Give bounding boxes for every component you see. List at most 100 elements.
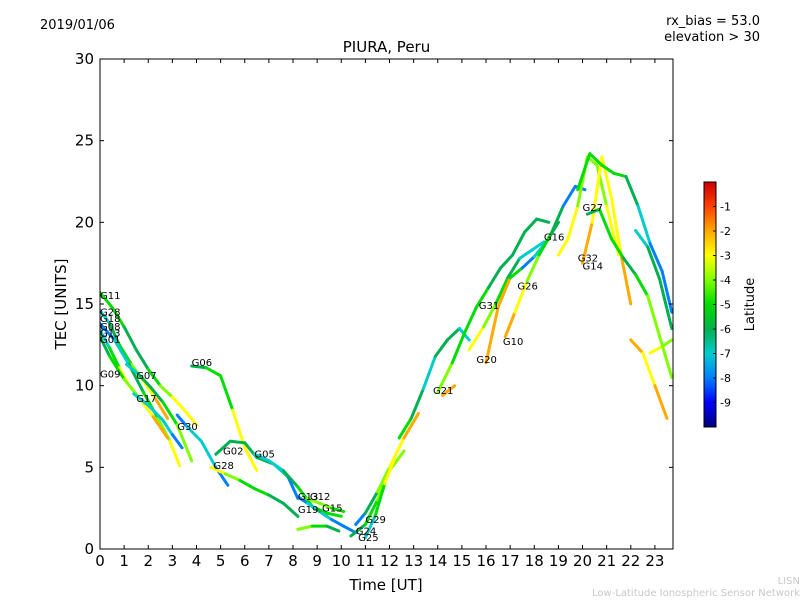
trace-segment <box>204 366 223 378</box>
trace-segment <box>168 439 182 468</box>
trace-segment <box>349 523 367 538</box>
footer-lisn: LISN <box>777 576 800 587</box>
trace-segment <box>641 351 657 388</box>
x-axis-label: Time [UT] <box>348 576 422 594</box>
trace-segment <box>146 367 162 388</box>
trace-segment <box>108 346 121 370</box>
x-tick-label: 15 <box>452 552 471 570</box>
trace-segment <box>658 335 673 379</box>
colorbar-tick-label: -2 <box>720 225 731 238</box>
trace-segment <box>286 475 300 500</box>
series-g05 <box>585 207 673 379</box>
prn-label: G09 <box>100 370 120 381</box>
x-tick-label: 1 <box>119 552 129 570</box>
trace-segment <box>585 207 601 216</box>
trace-segment <box>660 338 673 348</box>
trace-segment <box>267 493 285 505</box>
y-tick-label: 5 <box>84 458 94 476</box>
series-g15 <box>320 511 358 535</box>
trace-segment <box>520 255 536 270</box>
x-tick-label: 9 <box>312 552 322 570</box>
trace-segment <box>482 302 498 329</box>
trace-segment <box>636 204 652 246</box>
x-tick-label: 8 <box>288 552 298 570</box>
prn-label: G31 <box>479 301 499 312</box>
footer-network: Low-Latitude Ionospheric Sensor Network <box>592 588 800 599</box>
trace-segment <box>146 403 165 422</box>
trace-segment <box>634 273 650 298</box>
prn-label: G10 <box>503 337 523 348</box>
prn-label: G18 <box>100 314 120 325</box>
prn-label: G28 <box>213 461 233 472</box>
prn-label: G20 <box>476 355 496 366</box>
colorbar-tick-label: -8 <box>720 372 731 385</box>
trace-segment <box>158 384 174 399</box>
trace-segment <box>530 240 546 252</box>
trace-segment <box>581 220 594 265</box>
trace-segment <box>149 385 165 404</box>
series-g27 <box>576 152 673 314</box>
prn-label: G25 <box>358 533 378 544</box>
trace-segment <box>100 335 112 358</box>
prn-label: G02 <box>223 446 243 457</box>
x-tick-label: 18 <box>525 552 544 570</box>
footer: LISN Low-Latitude Ionospheric Sensor Net… <box>592 576 800 600</box>
trace-segment <box>137 372 153 389</box>
prn-label: G30 <box>177 422 197 433</box>
prn-label: G15 <box>322 503 342 514</box>
trace-segment <box>660 269 673 314</box>
y-axis-label: TEC [UNITS] <box>52 259 70 351</box>
y-tick-label: 10 <box>75 377 94 395</box>
x-tick-label: 21 <box>597 552 616 570</box>
trace-segment <box>549 204 565 236</box>
prn-label: G29 <box>365 515 385 526</box>
trace-segment <box>450 331 466 365</box>
y-tick-label: 20 <box>75 213 94 231</box>
trace-segment <box>525 253 541 283</box>
x-tick-label: 7 <box>264 552 274 570</box>
date-label: 2019/01/06 <box>40 18 115 33</box>
prn-label: G06 <box>192 358 212 369</box>
trace-segment <box>646 294 662 339</box>
trace-segment <box>170 433 184 450</box>
prn-label: G13 <box>100 329 120 340</box>
prn-label: G13 <box>298 492 318 503</box>
prn-label: G11 <box>100 291 120 302</box>
trace-segment <box>330 518 346 528</box>
x-tick-label: 19 <box>549 552 568 570</box>
trace-segment <box>648 344 664 355</box>
x-tick-label: 2 <box>143 552 153 570</box>
trace-segment <box>609 237 626 260</box>
series-g31 <box>436 217 551 394</box>
trace-segment <box>445 327 461 342</box>
trace-segment <box>175 423 194 463</box>
colorbar-tick-label: -1 <box>720 201 731 214</box>
x-tick-label: 6 <box>240 552 250 570</box>
trace-segment <box>219 374 235 412</box>
trace-segment <box>125 362 141 376</box>
series-g20 <box>441 384 457 397</box>
prn-label: G28 <box>100 307 120 318</box>
trace-segment <box>325 524 341 533</box>
axes-layer: 0 1 2 3 4 5 6 7 8 9 10 11 12 13 14 15 16 17 18 19 20 21 22 2305… <box>75 50 673 570</box>
trace-segment <box>134 348 150 371</box>
trace-segment <box>228 439 247 445</box>
trace-segment <box>281 501 300 518</box>
colorbar-tick-label: -3 <box>720 250 731 263</box>
trace-segment <box>252 487 271 497</box>
trace-segment <box>354 511 367 526</box>
prn-label: G05 <box>254 450 274 461</box>
x-tick-label: 10 <box>332 552 351 570</box>
trace-segment <box>100 291 114 309</box>
series-g29 <box>354 411 420 526</box>
series-g25 <box>363 457 396 540</box>
trace-segment <box>190 364 208 370</box>
y-tick-label: 0 <box>84 540 94 558</box>
trace-segment <box>100 328 112 350</box>
trace-segment <box>320 511 334 522</box>
trace-segment <box>182 408 199 427</box>
trace-segment <box>305 501 319 512</box>
trace-segment <box>494 276 510 306</box>
trace-segment <box>609 196 623 257</box>
x-tick-label: 4 <box>192 552 202 570</box>
